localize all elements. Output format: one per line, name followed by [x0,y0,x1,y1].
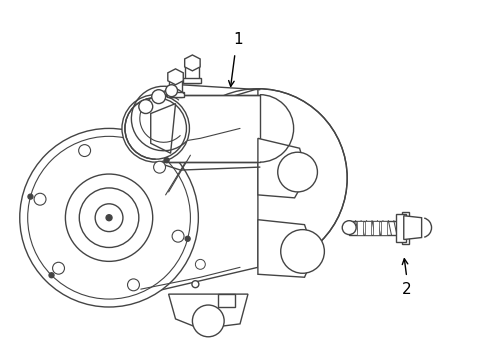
Circle shape [95,204,122,231]
Polygon shape [168,77,182,96]
Polygon shape [257,138,307,198]
Polygon shape [168,294,247,329]
Polygon shape [365,221,370,235]
Circle shape [139,100,152,113]
Circle shape [20,129,198,307]
Circle shape [106,215,112,221]
Polygon shape [380,221,386,235]
Circle shape [53,262,64,274]
Polygon shape [401,212,408,243]
Polygon shape [167,69,183,85]
Circle shape [342,221,355,235]
Polygon shape [166,92,184,96]
Circle shape [165,85,177,96]
Circle shape [34,193,46,205]
Polygon shape [150,104,175,153]
Circle shape [153,161,165,173]
Circle shape [28,136,190,299]
Circle shape [168,89,346,267]
Polygon shape [155,95,259,162]
Circle shape [191,281,199,288]
Polygon shape [109,89,257,302]
Polygon shape [183,78,201,83]
Polygon shape [348,221,403,235]
Circle shape [79,145,90,157]
Circle shape [280,230,324,273]
Circle shape [151,90,165,104]
Circle shape [49,273,54,278]
Polygon shape [372,221,378,235]
Circle shape [28,194,33,199]
Circle shape [195,260,205,269]
Polygon shape [185,63,199,83]
Polygon shape [395,214,405,242]
Polygon shape [356,221,362,235]
Text: 1: 1 [233,32,243,46]
Circle shape [172,230,183,242]
Circle shape [277,152,317,192]
Polygon shape [184,55,200,71]
Circle shape [65,174,152,261]
Circle shape [192,305,224,337]
Text: 2: 2 [401,282,411,297]
Circle shape [127,279,139,291]
Polygon shape [218,294,235,307]
Circle shape [124,98,186,159]
Polygon shape [403,216,421,239]
Circle shape [79,188,139,247]
Circle shape [122,95,189,162]
Polygon shape [257,220,314,277]
Circle shape [164,158,169,163]
Circle shape [185,236,190,241]
